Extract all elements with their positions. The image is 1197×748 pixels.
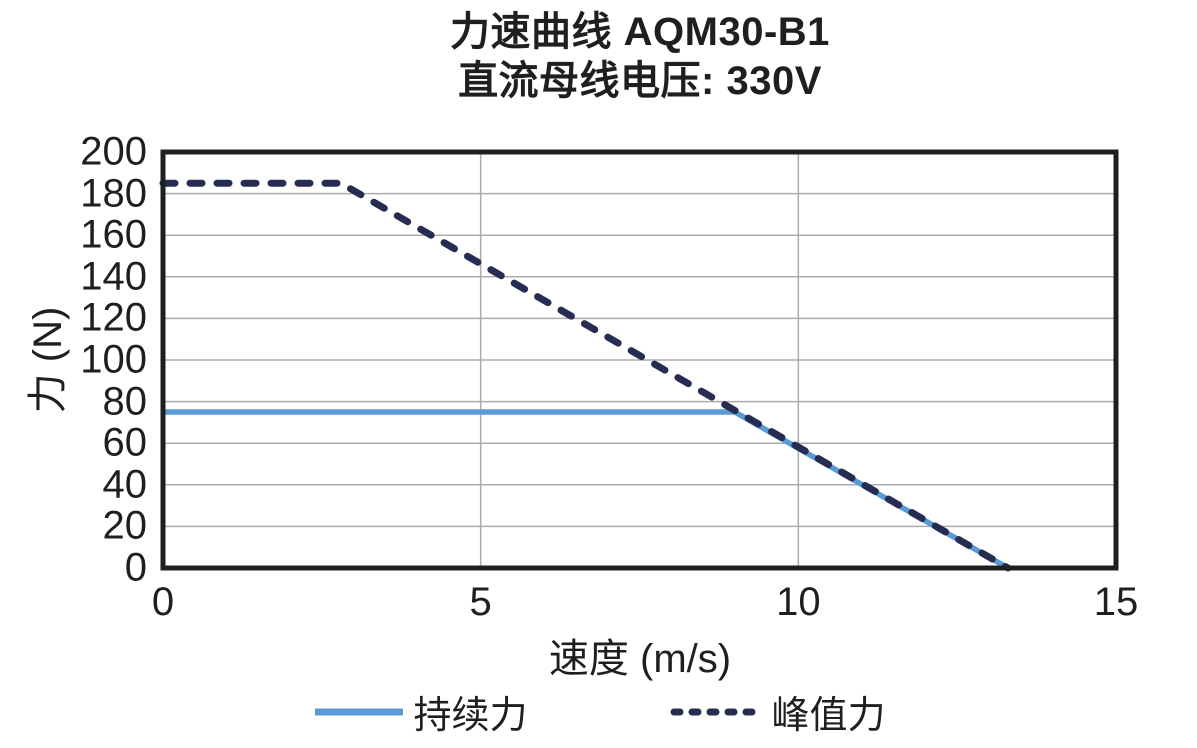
legend-item-1: 峰值力 — [670, 684, 886, 739]
series-line-0 — [163, 409, 1010, 571]
y-tick-label: 160 — [80, 212, 147, 257]
legend-item-0: 持续力 — [311, 684, 528, 739]
y-axis-title: 力 (N) — [26, 306, 70, 414]
x-axis-title: 速度 (m/s) — [548, 637, 732, 681]
legend: 持续力 峰值力 — [0, 684, 1197, 739]
chart-subtitle: 直流母线电压: 330V — [458, 59, 822, 103]
legend-line-sample-solid — [315, 708, 404, 715]
y-tick-label: 60 — [102, 420, 148, 465]
y-tick-label: 180 — [80, 171, 147, 216]
y-tick-label: 20 — [102, 503, 148, 548]
x-tick-label: 0 — [151, 580, 175, 624]
x-tick-label: 10 — [776, 580, 821, 624]
legend-label: 峰值力 — [771, 695, 886, 737]
y-tick-label: 80 — [102, 379, 148, 424]
y-tick-label: 40 — [102, 462, 148, 507]
y-tick-label: 200 — [80, 129, 147, 174]
legend-label: 持续力 — [413, 695, 528, 737]
y-tick-label: 0 — [124, 545, 147, 590]
title-block: 力速曲线 AQM30-B1 直流母线电压: 330V — [163, 8, 1117, 106]
y-tick-label: 140 — [80, 254, 147, 299]
x-tick-label: 15 — [1093, 580, 1139, 624]
x-tick-label: 5 — [469, 580, 492, 624]
series-line-1 — [159, 179, 1012, 572]
chart-title: 力速曲线 AQM30-B1 — [450, 10, 830, 54]
legend-line-sample-dashed — [670, 708, 765, 715]
y-tick-label: 120 — [80, 295, 147, 340]
plot-frame — [160, 149, 1119, 571]
y-tick-label: 100 — [80, 337, 147, 382]
